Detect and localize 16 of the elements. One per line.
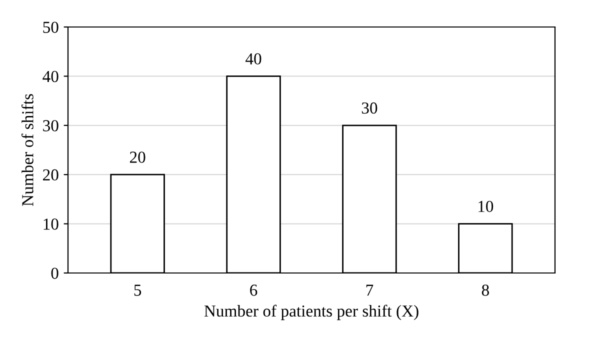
x-tick-label: 8 xyxy=(482,284,489,296)
y-tick-label: 10 xyxy=(44,218,58,230)
y-tick-label: 50 xyxy=(43,22,58,33)
x-tick-label: 6 xyxy=(250,284,258,296)
x-axis-title: Number of patients per shift (X) xyxy=(204,304,418,320)
x-tick-label: 5 xyxy=(134,284,142,296)
data-label: 20 xyxy=(130,152,146,163)
y-tick-label: 0 xyxy=(51,268,58,279)
y-tick-label: 20 xyxy=(43,169,58,181)
y-tick-label: 30 xyxy=(43,120,58,132)
y-tick-label: 40 xyxy=(42,70,58,82)
data-label: 40 xyxy=(246,53,262,64)
data-label: 30 xyxy=(362,102,378,114)
y-axis-title: Number of shifts xyxy=(21,94,34,206)
x-tick-label: 7 xyxy=(366,284,374,296)
data-label: 10 xyxy=(478,200,494,212)
